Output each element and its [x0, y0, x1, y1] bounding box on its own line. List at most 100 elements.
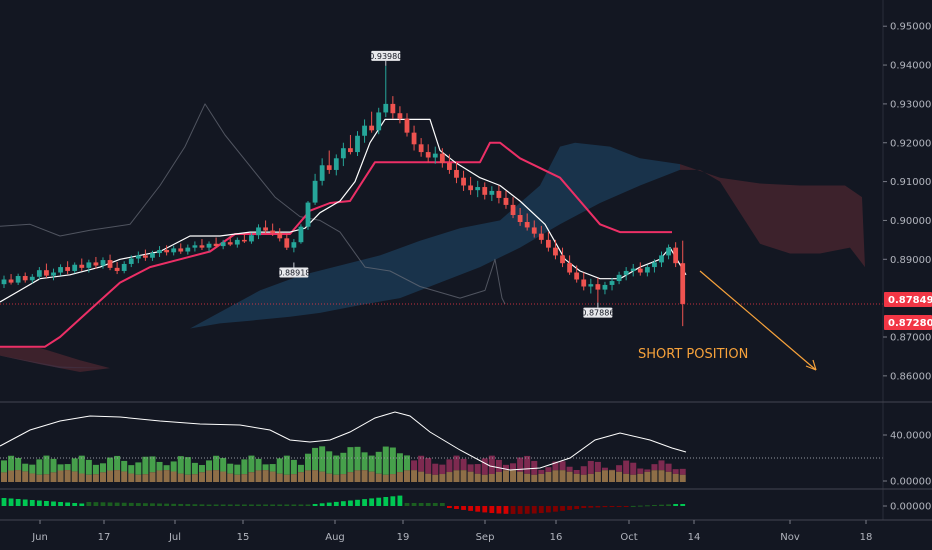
histogram-bar	[277, 504, 283, 506]
histogram-bar	[659, 504, 664, 506]
candle-body	[560, 255, 565, 264]
candle-body	[574, 272, 580, 280]
histogram-bar	[397, 495, 403, 506]
histogram-bar	[376, 497, 382, 506]
histogram-bar	[72, 503, 78, 506]
oscillator-bar	[290, 459, 297, 475]
histogram-bar	[637, 505, 643, 507]
candle-body	[135, 255, 141, 259]
oscillator-bar	[213, 455, 220, 471]
oscillator-bar	[227, 463, 234, 474]
histogram-bar	[206, 504, 212, 506]
oscillator-bar	[71, 458, 78, 472]
candle-body	[553, 247, 558, 256]
candle-body	[637, 268, 643, 273]
candle-body	[616, 274, 622, 282]
oscillator-bar	[347, 447, 354, 473]
oscillator-bar	[679, 468, 686, 475]
histogram-bar	[220, 504, 226, 506]
time-tick-label: Jun	[31, 532, 48, 543]
candle-body	[86, 262, 92, 268]
oscillator-bar	[432, 463, 439, 475]
candle-body	[270, 230, 276, 233]
oscillator-bar	[85, 459, 92, 475]
candle-body	[29, 276, 35, 281]
histogram-bar	[128, 502, 134, 506]
oscillator-bar	[15, 457, 22, 471]
oscillator-bar	[64, 464, 71, 471]
candle-body	[157, 249, 162, 254]
candle-body	[312, 180, 318, 203]
oscillator-base-bar	[488, 474, 495, 482]
candle-body	[241, 239, 247, 242]
candle-body	[291, 242, 297, 248]
oscillator-base-bar	[43, 474, 50, 482]
candle-body	[284, 238, 290, 248]
oscillator-bar	[163, 465, 170, 471]
candle-body	[659, 255, 664, 263]
histogram-bar	[8, 498, 14, 506]
price-tick-label: 0.86000	[890, 371, 931, 382]
oscillator-base-bar	[135, 474, 142, 482]
callout-label: 0.88918	[277, 268, 310, 277]
oscillator-bar	[248, 455, 255, 473]
candle-body	[171, 248, 177, 253]
candle-body	[673, 247, 679, 264]
oscillator-base-bar	[609, 470, 616, 482]
oscillator-base-bar	[234, 474, 241, 482]
candle-body	[439, 153, 445, 163]
histogram-panel	[1, 495, 686, 514]
histogram-bar	[623, 506, 629, 507]
histogram-bar	[36, 500, 42, 506]
histogram-bar	[270, 504, 276, 506]
oscillator-bar	[50, 458, 57, 473]
price-callouts: 0.93980 0.88918 0.87886	[277, 50, 614, 318]
oscillator-bar	[495, 459, 502, 472]
histogram-bar	[630, 505, 636, 507]
oscillator-bar	[411, 460, 418, 471]
oscillator-bar	[566, 466, 573, 472]
oscillator-base-bar	[347, 472, 354, 482]
oscillator-base-bar	[517, 471, 524, 482]
oscillator-base-bar	[213, 470, 220, 482]
oscillator-bar	[425, 457, 432, 474]
candle-body	[447, 162, 452, 170]
conversion-line	[0, 118, 687, 303]
oscillator-base-bar	[142, 474, 149, 482]
histogram-bar	[178, 503, 184, 506]
oscillator-base-bar	[524, 473, 531, 482]
candle-body	[531, 227, 537, 234]
oscillator-bar	[460, 458, 467, 471]
candle-body	[319, 165, 325, 181]
oscillator-base-bar	[552, 470, 559, 482]
histogram-bar	[256, 504, 261, 506]
oscillator-bar	[354, 446, 361, 471]
candle-body	[355, 135, 360, 153]
oscillator-base-bar	[241, 474, 248, 482]
oscillator-bar	[177, 456, 184, 474]
price-tick-label: 0.93000	[890, 99, 931, 110]
oscillator-bar	[191, 462, 198, 475]
candle-body	[58, 267, 63, 273]
oscillator-base-bar	[22, 471, 29, 482]
histogram-bar	[383, 497, 389, 506]
indicator-lines	[0, 103, 687, 348]
oscillator-base-bar	[573, 473, 580, 482]
candle-body	[369, 125, 375, 131]
histogram-bar	[305, 504, 311, 506]
histogram-bar	[439, 503, 445, 506]
oscillator-bar	[78, 455, 85, 474]
oscillator-bar	[439, 464, 446, 475]
candle-body	[595, 284, 601, 290]
candle-body	[164, 249, 170, 253]
histogram-bar	[355, 499, 360, 506]
oscillator-bar	[305, 453, 312, 471]
histogram-bar	[553, 506, 558, 512]
oscillator-base-bar	[71, 471, 78, 482]
histogram-bar	[588, 506, 594, 508]
oscillator-bar	[552, 461, 559, 471]
histogram-bar	[595, 506, 601, 508]
candle-body	[538, 233, 544, 240]
oscillator-base-bar	[495, 471, 502, 482]
